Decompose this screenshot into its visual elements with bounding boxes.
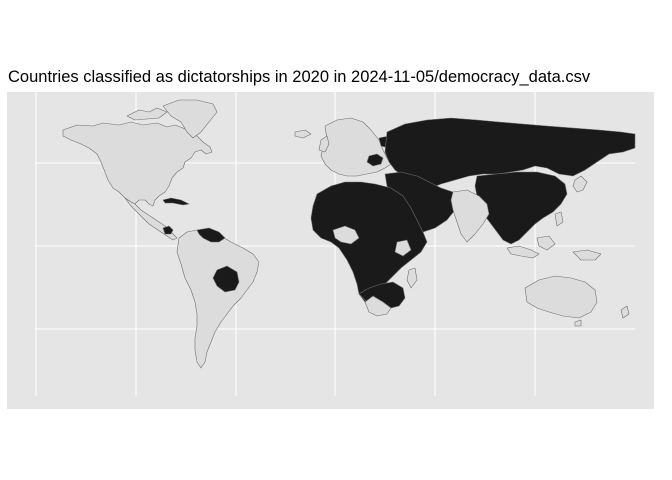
region-madagascar — [406, 267, 418, 289]
region-west-africa-light — [332, 225, 360, 245]
region-greenland — [162, 99, 218, 139]
region-uk — [318, 135, 330, 153]
region-north-america — [62, 121, 213, 207]
region-tasmania — [574, 319, 582, 327]
region-india — [450, 189, 490, 243]
region-iceland — [294, 129, 312, 139]
map-title: Countries classified as dictatorships in… — [8, 68, 591, 86]
region-australia — [524, 275, 598, 319]
region-south-america — [176, 229, 260, 369]
region-bolivia — [212, 265, 240, 293]
region-south-africa — [364, 295, 392, 317]
region-philippines — [554, 211, 564, 227]
region-borneo — [536, 235, 556, 251]
region-africa-north — [310, 181, 428, 303]
region-arctic-islands — [126, 107, 168, 121]
region-venezuela — [196, 227, 226, 243]
region-japan — [572, 175, 588, 193]
region-kenya — [394, 239, 412, 257]
map-panel — [7, 92, 654, 409]
region-indonesia — [506, 245, 540, 259]
region-new-guinea — [572, 249, 602, 261]
region-new-zealand — [620, 305, 630, 319]
region-cuba — [162, 197, 190, 206]
region-nicaragua — [162, 225, 174, 235]
region-hungary-serbia — [366, 153, 384, 167]
